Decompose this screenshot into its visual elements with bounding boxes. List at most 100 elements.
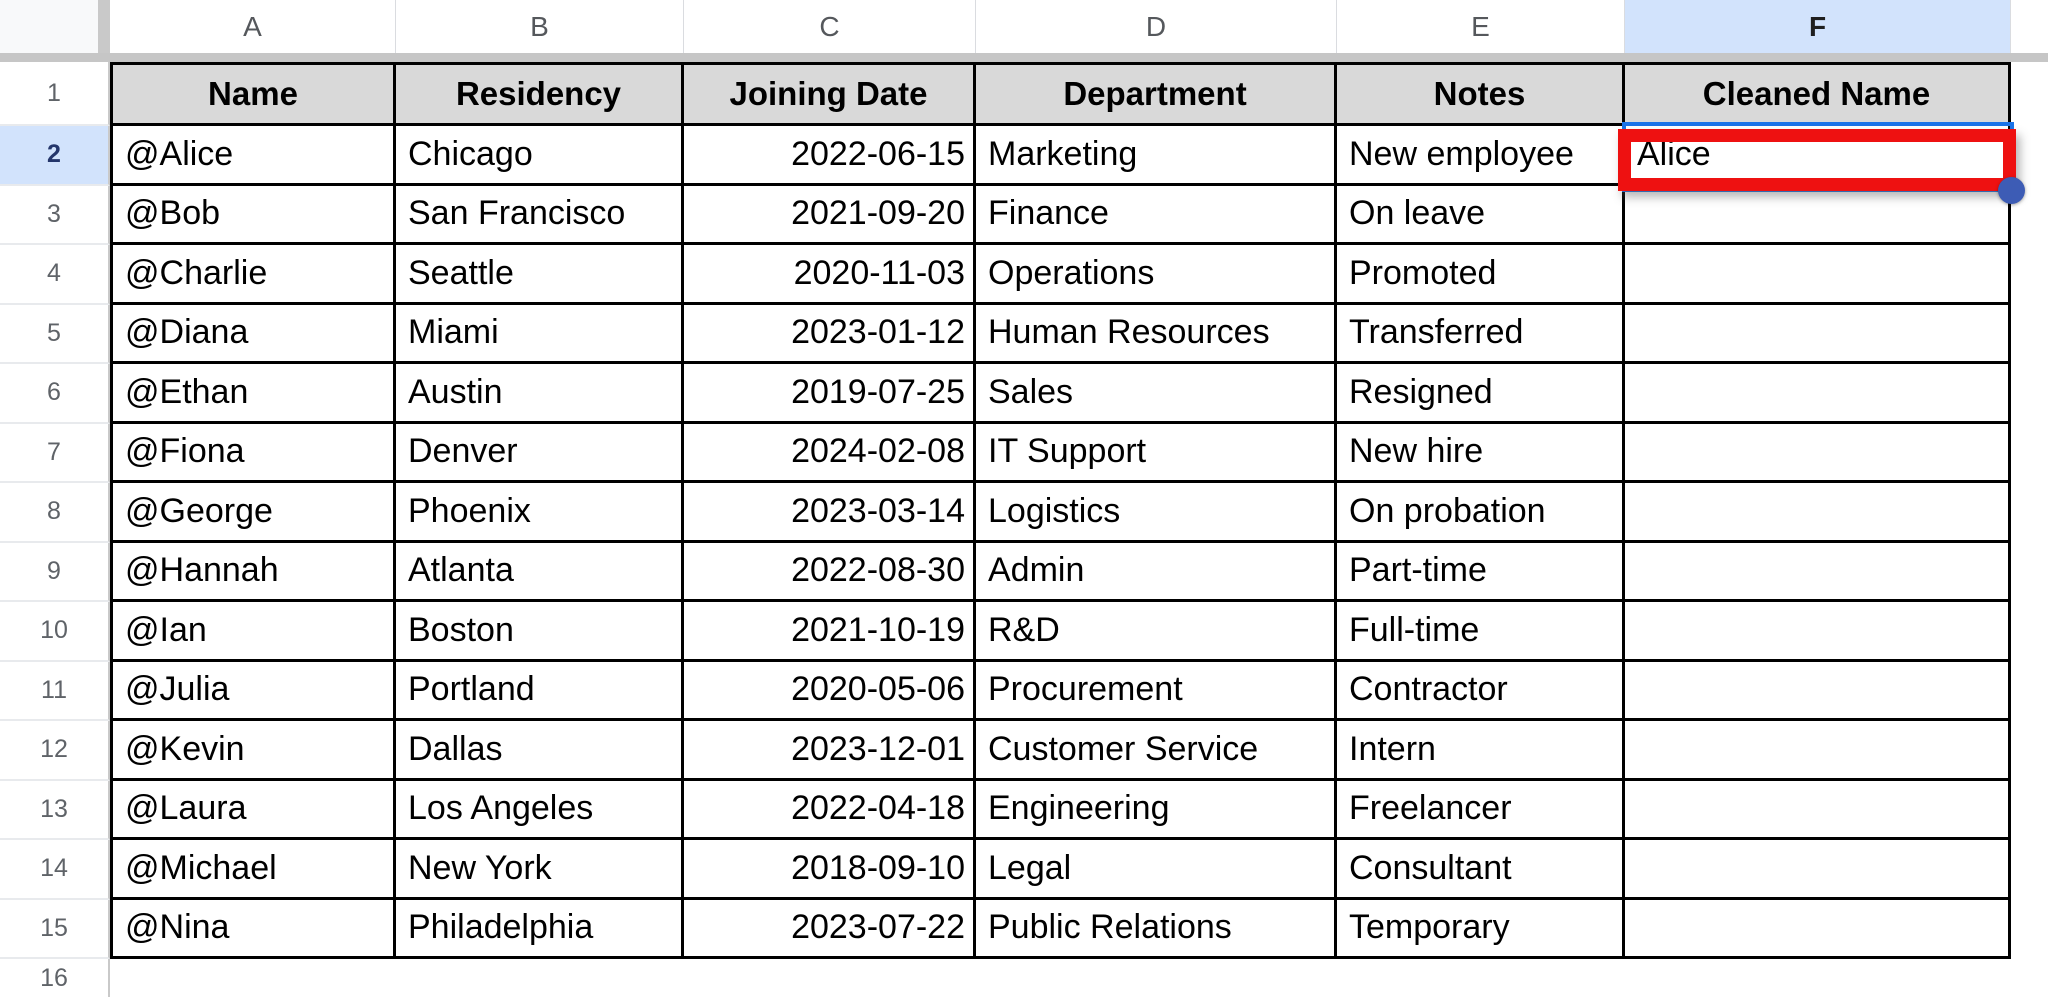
cell-A14[interactable]: @Michael	[110, 840, 396, 900]
cell-E3[interactable]: On leave	[1337, 185, 1625, 245]
cell-B12[interactable]: Dallas	[396, 721, 684, 781]
cell-F9[interactable]	[1625, 542, 2011, 602]
cell-B15[interactable]: Philadelphia	[396, 899, 684, 959]
cell-A7[interactable]: @Fiona	[110, 423, 396, 483]
row-header-15[interactable]: 15	[0, 899, 110, 959]
cell-C1[interactable]: Joining Date	[684, 62, 976, 126]
cell-B13[interactable]: Los Angeles	[396, 780, 684, 840]
cell-D4[interactable]: Operations	[976, 245, 1337, 305]
cell-F11[interactable]	[1625, 661, 2011, 721]
cell-D11[interactable]: Procurement	[976, 661, 1337, 721]
cell-C6[interactable]: 2019-07-25	[684, 364, 976, 424]
cell-D7[interactable]: IT Support	[976, 423, 1337, 483]
cell-B9[interactable]: Atlanta	[396, 542, 684, 602]
cell-A5[interactable]: @Diana	[110, 304, 396, 364]
row-header-9[interactable]: 9	[0, 542, 110, 602]
cell-E4[interactable]: Promoted	[1337, 245, 1625, 305]
cell-F15[interactable]	[1625, 899, 2011, 959]
cell-A1[interactable]: Name	[110, 62, 396, 126]
cell-A15[interactable]: @Nina	[110, 899, 396, 959]
cell-E8[interactable]: On probation	[1337, 483, 1625, 543]
row-header-7[interactable]: 7	[0, 423, 110, 483]
cell-D13[interactable]: Engineering	[976, 780, 1337, 840]
row-header-12[interactable]: 12	[0, 721, 110, 781]
cell-D10[interactable]: R&D	[976, 602, 1337, 662]
cell-C5[interactable]: 2023-01-12	[684, 304, 976, 364]
cell-A13[interactable]: @Laura	[110, 780, 396, 840]
column-header-a[interactable]: A	[110, 0, 396, 53]
cell-A11[interactable]: @Julia	[110, 661, 396, 721]
column-header-f[interactable]: F	[1625, 0, 2011, 53]
row-header-1[interactable]: 1	[0, 62, 110, 126]
cell-F13[interactable]	[1625, 780, 2011, 840]
cell-E14[interactable]: Consultant	[1337, 840, 1625, 900]
cell-C2[interactable]: 2022-06-15	[684, 126, 976, 186]
cell-F5[interactable]	[1625, 304, 2011, 364]
cell-C8[interactable]: 2023-03-14	[684, 483, 976, 543]
select-all-corner[interactable]	[0, 0, 110, 53]
cell-D8[interactable]: Logistics	[976, 483, 1337, 543]
cell-F6[interactable]	[1625, 364, 2011, 424]
cell-D9[interactable]: Admin	[976, 542, 1337, 602]
cell-B6[interactable]: Austin	[396, 364, 684, 424]
cell-C7[interactable]: 2024-02-08	[684, 423, 976, 483]
row-header-8[interactable]: 8	[0, 483, 110, 543]
cell-E12[interactable]: Intern	[1337, 721, 1625, 781]
cell-F10[interactable]	[1625, 602, 2011, 662]
cell-A12[interactable]: @Kevin	[110, 721, 396, 781]
cell-A6[interactable]: @Ethan	[110, 364, 396, 424]
cell-C3[interactable]: 2021-09-20	[684, 185, 976, 245]
cell-B7[interactable]: Denver	[396, 423, 684, 483]
cell-B8[interactable]: Phoenix	[396, 483, 684, 543]
cell-C11[interactable]: 2020-05-06	[684, 661, 976, 721]
cell-D12[interactable]: Customer Service	[976, 721, 1337, 781]
cell-E5[interactable]: Transferred	[1337, 304, 1625, 364]
cell-F2[interactable]: Alice	[1625, 126, 2011, 186]
cell-A4[interactable]: @Charlie	[110, 245, 396, 305]
cell-F7[interactable]	[1625, 423, 2011, 483]
cell-D3[interactable]: Finance	[976, 185, 1337, 245]
cell-B2[interactable]: Chicago	[396, 126, 684, 186]
cell-F14[interactable]	[1625, 840, 2011, 900]
cell-E6[interactable]: Resigned	[1337, 364, 1625, 424]
cell-E2[interactable]: New employee	[1337, 126, 1625, 186]
cell-F12[interactable]	[1625, 721, 2011, 781]
fill-handle[interactable]	[1998, 177, 2025, 204]
cell-B14[interactable]: New York	[396, 840, 684, 900]
cell-C14[interactable]: 2018-09-10	[684, 840, 976, 900]
cell-B11[interactable]: Portland	[396, 661, 684, 721]
row-header-14[interactable]: 14	[0, 840, 110, 900]
cell-E15[interactable]: Temporary	[1337, 899, 1625, 959]
cell-C12[interactable]: 2023-12-01	[684, 721, 976, 781]
cell-A2[interactable]: @Alice	[110, 126, 396, 186]
cell-B10[interactable]: Boston	[396, 602, 684, 662]
row-header-13[interactable]: 13	[0, 780, 110, 840]
cell-C4[interactable]: 2020-11-03	[684, 245, 976, 305]
cell-E10[interactable]: Full-time	[1337, 602, 1625, 662]
row-header-5[interactable]: 5	[0, 304, 110, 364]
column-header-c[interactable]: C	[684, 0, 976, 53]
cell-A9[interactable]: @Hannah	[110, 542, 396, 602]
cell-E7[interactable]: New hire	[1337, 423, 1625, 483]
cell-A10[interactable]: @Ian	[110, 602, 396, 662]
cell-A3[interactable]: @Bob	[110, 185, 396, 245]
cell-E11[interactable]: Contractor	[1337, 661, 1625, 721]
cell-D15[interactable]: Public Relations	[976, 899, 1337, 959]
column-header-e[interactable]: E	[1337, 0, 1625, 53]
cell-F8[interactable]	[1625, 483, 2011, 543]
row-header-11[interactable]: 11	[0, 661, 110, 721]
cell-A8[interactable]: @George	[110, 483, 396, 543]
cell-E1[interactable]: Notes	[1337, 62, 1625, 126]
row-header-6[interactable]: 6	[0, 364, 110, 424]
cell-F1[interactable]: Cleaned Name	[1625, 62, 2011, 126]
cell-E13[interactable]: Freelancer	[1337, 780, 1625, 840]
cell-C10[interactable]: 2021-10-19	[684, 602, 976, 662]
column-header-d[interactable]: D	[976, 0, 1337, 53]
cell-D1[interactable]: Department	[976, 62, 1337, 126]
row-header-2[interactable]: 2	[0, 126, 110, 186]
row-header-16[interactable]: 16	[0, 959, 110, 997]
cell-D5[interactable]: Human Resources	[976, 304, 1337, 364]
cell-D6[interactable]: Sales	[976, 364, 1337, 424]
cell-B3[interactable]: San Francisco	[396, 185, 684, 245]
row-header-4[interactable]: 4	[0, 245, 110, 305]
